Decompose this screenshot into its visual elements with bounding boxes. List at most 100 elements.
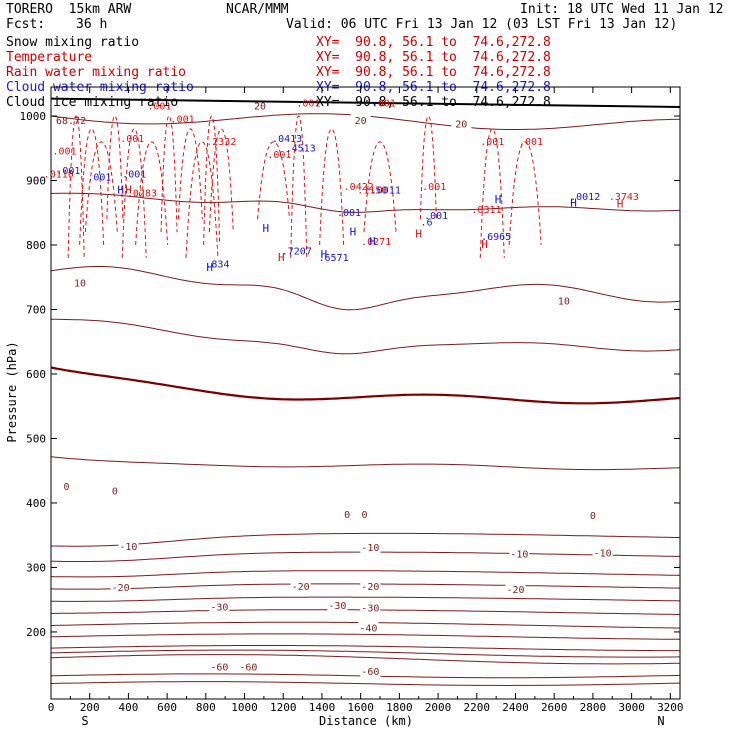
cloud-label: .4513: [286, 143, 316, 154]
contour-label-bg: [209, 600, 230, 613]
rain-contour: [508, 141, 542, 246]
x-tick-label: 2200: [464, 701, 491, 714]
cloud-label: .0413: [272, 134, 302, 145]
rain-label: .001: [372, 98, 396, 109]
fcst-label: Fcst:: [6, 17, 46, 32]
rain-label: .001: [519, 137, 543, 148]
isotherm-line: [50, 645, 680, 652]
x-tick-label: 1200: [270, 701, 297, 714]
field-temp-xy: XY= 90.8, 56.1 to 74.6,272.8: [316, 50, 551, 65]
cloud-label: .0012: [570, 192, 600, 203]
rain-contour: [319, 128, 345, 246]
init-time: Init: 18 UTC Wed 11 Jan 12: [520, 2, 724, 17]
x-tick-label: 2600: [541, 701, 568, 714]
rain-label: .0271: [361, 237, 391, 248]
extrema-marker: H: [350, 225, 357, 238]
contour-label-bg: [337, 508, 358, 521]
extrema-marker: H: [495, 193, 502, 206]
rain-label: .001: [422, 182, 446, 193]
contour-label: -10: [594, 548, 612, 559]
extrema-marker: H: [570, 196, 577, 209]
contour-label: -30: [210, 602, 228, 613]
rain-label: .2332: [206, 137, 236, 148]
cloud-label: .6965: [481, 232, 511, 243]
contour-label: 0: [590, 511, 596, 522]
y-tick-label: 200: [26, 626, 46, 639]
y-tick-label: 700: [26, 303, 46, 316]
extrema-marker: H: [206, 261, 213, 274]
contour-label: -60: [210, 662, 228, 673]
extrema-marker: H: [415, 227, 422, 240]
rain-contour: [135, 141, 169, 246]
extrema-marker: H: [117, 183, 124, 196]
contour-label-bg: [354, 508, 375, 521]
contour-label-bg: [451, 117, 472, 130]
x-tick-label: 3200: [657, 701, 684, 714]
rain-label: .3743: [609, 192, 639, 203]
x-tick-label: 0: [48, 701, 55, 714]
x-tick-label: 2800: [580, 701, 607, 714]
extrema-marker: H: [321, 248, 328, 261]
contour-label: -60: [361, 667, 379, 678]
y-tick-label: 800: [26, 239, 46, 252]
x-tick-label: 800: [196, 701, 216, 714]
rain-label: .001: [147, 102, 171, 113]
cloud-label: .001: [424, 211, 448, 222]
contour-label: 0: [362, 510, 368, 521]
contour-label-bg: [104, 484, 125, 497]
rain-contour: [84, 141, 118, 233]
field-snow: Snow mixing ratio: [6, 35, 140, 50]
x-tick-label: 2400: [502, 701, 529, 714]
cloud-contours: .001 .001 .001 .834 .7207 .6571 .4513 .6965 .001…: [56, 134, 623, 274]
contour-label-bg: [505, 583, 526, 596]
contour-label: -20: [292, 582, 310, 593]
contour-label: 0: [63, 482, 69, 493]
min-label: 68.72: [56, 116, 86, 127]
x-tick-label: 1400: [309, 701, 336, 714]
cloud-label: .6571: [319, 253, 349, 264]
x-tick-label: 3000: [618, 701, 645, 714]
contour-label-bg: [56, 479, 77, 492]
extrema-marker: H: [278, 251, 285, 264]
contour-label-bg: [238, 660, 259, 673]
isotherm-line: [50, 649, 681, 658]
y-tick-label: 900: [26, 175, 46, 188]
rain-contours: .001 .001 .001 .001 .001 .001 .001 .001 .001 .001…: [44, 98, 639, 258]
north-label: N: [657, 714, 664, 728]
contour-label-bg: [118, 539, 139, 552]
contour-label-bg: [360, 579, 381, 592]
y-tick-label: 400: [26, 497, 46, 510]
rain-label: .0422: [344, 182, 374, 193]
cloud-label: .001: [56, 166, 80, 177]
extrema-marker: H: [369, 235, 376, 248]
contour-label: -20: [361, 582, 379, 593]
cloud-label: .6: [420, 218, 432, 229]
rain-contour: [121, 128, 147, 258]
contour-label-bg: [358, 621, 379, 634]
contour-label-bg: [553, 294, 574, 307]
contour-label-bg: [350, 114, 371, 127]
y-tick-label: 300: [26, 561, 46, 574]
temperature-contours: -60 -60 -60 -40 -30 -30 -30 -20 -20 -20 -20 -10 -10 -…: [50, 97, 681, 687]
isotherm-line: [50, 265, 681, 311]
extrema-marker: H: [125, 183, 132, 196]
rain-label: .1150: [357, 185, 387, 196]
contour-label: 0: [344, 510, 350, 521]
contour-label-bg: [360, 601, 381, 614]
rain-label: .001: [120, 134, 144, 145]
extrema-marker: H: [617, 198, 624, 211]
header: TORERO 15km ARW NCAR/MMM Init: 18 UTC We…: [0, 0, 740, 115]
isotherm-line: [50, 681, 681, 687]
contour-label: -20: [506, 585, 524, 596]
rain-contour: [106, 115, 124, 220]
ground-line: [50, 97, 681, 108]
contour-label: 20: [355, 116, 367, 127]
rain-contour: [177, 128, 203, 220]
rain-contour: [363, 141, 397, 233]
rain-contour: [479, 128, 505, 258]
rain-label: .001: [296, 98, 320, 109]
rain-label: .001: [53, 147, 77, 158]
rain-contour: [160, 115, 178, 233]
contour-label: -10: [361, 543, 379, 554]
contour-label: 20: [254, 101, 266, 112]
